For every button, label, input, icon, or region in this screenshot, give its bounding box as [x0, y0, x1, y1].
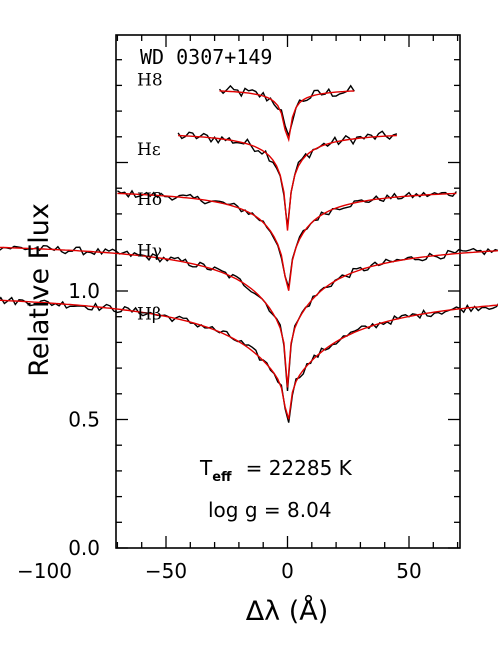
logg-label: log g = 8.04	[208, 498, 332, 522]
observed-spectrum	[0, 244, 498, 391]
chart-title: WD 0307+149	[140, 45, 272, 69]
y-tick-label: 0.5	[68, 408, 100, 432]
series-label: Hδ	[137, 190, 162, 210]
model-fit	[219, 90, 355, 143]
x-tick-labels: −100−50050100	[17, 559, 422, 583]
teff-label: Teff = 22285 K	[199, 456, 353, 485]
model-fit	[0, 299, 498, 420]
x-tick-label: 0	[281, 559, 294, 583]
model-fit	[117, 192, 457, 291]
series-label: Hε	[137, 140, 161, 160]
series-label: Hβ	[137, 304, 162, 324]
teff-value: = 22285 K	[246, 456, 353, 480]
series-label: Hγ	[137, 241, 162, 261]
x-tick-label: −50	[145, 559, 187, 583]
observed-spectrum	[177, 130, 398, 228]
series-label: H8	[137, 70, 163, 90]
spectra-group	[0, 84, 498, 423]
y-tick-label: 1.0	[68, 279, 100, 303]
observed-spectrum	[218, 84, 355, 138]
series-labels: H8 Hε Hδ Hγ Hβ	[137, 70, 163, 324]
y-tick-label: 0.0	[68, 536, 100, 560]
series-Hε	[177, 130, 398, 231]
y-axis-title: Relative Flux	[24, 203, 55, 377]
series-Hβ	[0, 296, 498, 423]
x-tick-label: −100	[17, 559, 72, 583]
series-Hγ	[0, 244, 498, 391]
x-axis-title: Δλ (Å)	[246, 595, 329, 627]
teff-subscript: eff	[212, 470, 232, 485]
observed-spectrum	[117, 189, 457, 288]
teff-symbol: T	[199, 456, 213, 480]
axis-ticks	[116, 35, 460, 549]
series-Hδ	[117, 189, 457, 291]
model-fit	[178, 134, 397, 231]
observed-spectrum	[0, 296, 498, 423]
model-fit	[0, 246, 498, 388]
x-tick-label: 50	[396, 559, 421, 583]
y-tick-labels: 0.0 0.5 1.0	[68, 279, 100, 560]
series-H8	[218, 84, 355, 143]
